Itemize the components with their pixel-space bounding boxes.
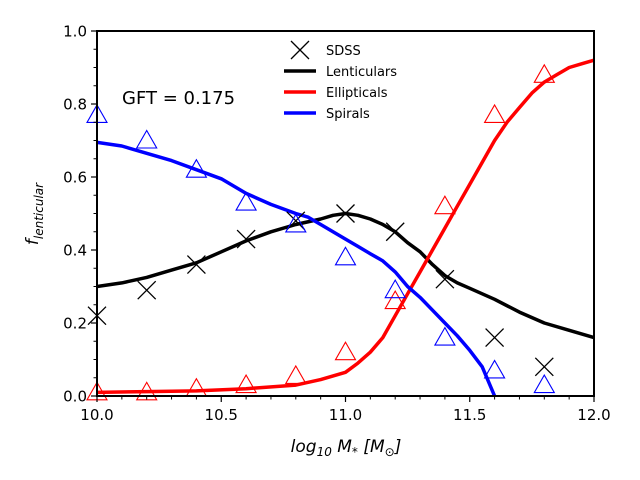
legend-label-sdss: SDSS bbox=[326, 44, 361, 59]
sdss-point-spirals bbox=[185, 158, 208, 178]
x-axis-label-log: log bbox=[291, 437, 317, 457]
y-tick-label: 0.8 bbox=[63, 96, 87, 114]
sdss-point-lenticulars bbox=[534, 357, 554, 377]
sdss-point-lenticulars bbox=[286, 211, 306, 231]
sdss-point-ellipticals bbox=[483, 103, 506, 123]
legend-marker-x bbox=[290, 40, 310, 60]
legend-label-spirals: Spirals bbox=[326, 107, 370, 122]
sdss-point-ellipticals bbox=[334, 341, 357, 361]
y-axis-label-sub: lenticular bbox=[32, 182, 46, 239]
y-axis-label: flenticular bbox=[23, 182, 46, 245]
x-tick-label: 11.5 bbox=[453, 406, 486, 424]
x-tick-label: 10.5 bbox=[205, 406, 238, 424]
x-axis-label-sun: ⊙ bbox=[385, 445, 395, 459]
x-axis-label-base: 10 bbox=[317, 445, 333, 459]
sdss-markers bbox=[86, 63, 556, 401]
y-tick-label: 0.4 bbox=[63, 242, 87, 260]
legend-label-lenticulars: Lenticulars bbox=[326, 65, 397, 80]
x-tick-label: 12.0 bbox=[577, 406, 610, 424]
x-tick-label: 10.0 bbox=[80, 406, 113, 424]
sdss-point-spirals bbox=[135, 129, 158, 149]
x-axis-label-close: ] bbox=[394, 437, 402, 457]
sdss-point-lenticulars bbox=[385, 222, 405, 242]
gft-annotation: GFT = 0.175 bbox=[122, 88, 235, 109]
sdss-point-ellipticals bbox=[433, 195, 456, 215]
sdss-point-spirals bbox=[483, 359, 506, 379]
y-tick-label: 0.0 bbox=[63, 388, 87, 406]
line-spirals bbox=[97, 140, 497, 396]
legend: SDSS Lenticulars Ellipticals Spirals bbox=[284, 40, 397, 122]
sdss-point-spirals bbox=[384, 279, 407, 299]
sdss-point-ellipticals bbox=[235, 373, 258, 394]
y-tick-label: 1.0 bbox=[63, 23, 87, 41]
legend-item-sdss: SDSS bbox=[290, 40, 361, 60]
sdss-point-lenticulars bbox=[137, 280, 157, 300]
sdss-point-spirals bbox=[235, 191, 258, 211]
line-lenticulars bbox=[97, 211, 594, 340]
x-axis-label-unit: [M bbox=[358, 437, 385, 457]
sdss-point-ellipticals bbox=[284, 364, 307, 384]
sdss-point-spirals bbox=[334, 246, 357, 266]
y-tick-label: 0.2 bbox=[63, 315, 87, 333]
sdss-point-ellipticals bbox=[384, 289, 407, 310]
legend-item-ellipticals: Ellipticals bbox=[284, 86, 388, 101]
sdss-point-lenticulars bbox=[236, 229, 256, 249]
sdss-point-ellipticals bbox=[533, 63, 556, 83]
sdss-point-lenticulars bbox=[485, 328, 505, 348]
x-axis-label-star: * bbox=[352, 445, 358, 459]
sdss-point-lenticulars bbox=[435, 269, 455, 289]
sdss-point-spirals bbox=[533, 373, 556, 394]
sdss-point-spirals bbox=[284, 213, 307, 233]
legend-item-spirals: Spirals bbox=[284, 107, 370, 122]
legend-item-lenticulars: Lenticulars bbox=[284, 65, 397, 80]
sdss-point-spirals bbox=[433, 326, 456, 346]
sdss-point-lenticulars bbox=[336, 204, 355, 223]
y-tick-label: 0.6 bbox=[63, 169, 87, 187]
x-axis-label-m: M bbox=[332, 437, 352, 457]
x-axis: 10.0 10.5 11.0 11.5 12.0 bbox=[80, 396, 611, 424]
y-axis-label-f: f bbox=[23, 236, 43, 245]
sdss-point-ellipticals bbox=[135, 381, 158, 401]
sdss-point-lenticulars bbox=[186, 255, 206, 275]
legend-label-ellipticals: Ellipticals bbox=[326, 86, 388, 101]
x-tick-label: 11.0 bbox=[329, 406, 362, 424]
x-axis-label: log10 M* [M⊙] bbox=[291, 437, 402, 459]
legend-x-marker bbox=[290, 40, 310, 60]
y-axis: 0.0 0.2 0.4 0.6 0.8 1.0 bbox=[63, 23, 97, 406]
